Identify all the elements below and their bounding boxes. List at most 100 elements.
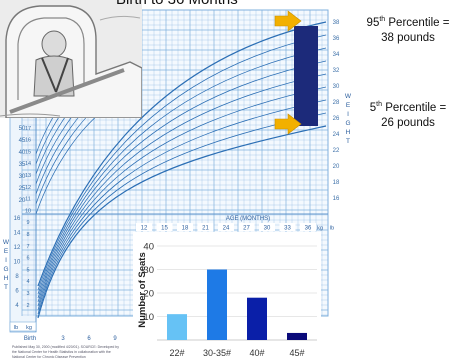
weight-axis-letter: T [346, 138, 350, 145]
weight-axis-letter-left: H [4, 275, 9, 282]
age-tick-box [136, 223, 152, 231]
left-kg-tick-label: 8 [26, 232, 29, 238]
y-tick-label: 20 [143, 289, 154, 300]
weight-axis-letter-left: T [4, 284, 8, 291]
growth-chart-tick-labels: 383634323028262422201816WEIGHTWEIGHT5045… [3, 20, 352, 342]
age-axis-title: AGE (MONTHS) [226, 216, 270, 222]
chart-title: Birth to 36 Months [116, 0, 238, 8]
age-tick-box [300, 223, 316, 231]
x-tick-label: 30-35# [203, 348, 231, 358]
age-tick-label: 36 [305, 226, 312, 232]
left-upper-tick-label: 30 [19, 174, 26, 180]
left-kg-tick-label: 3 [26, 291, 29, 297]
weight-axis-letter-left: E [4, 248, 9, 255]
left-upper-tick-label: 25 [19, 186, 26, 192]
left-kg-tick-label: 16 [25, 138, 31, 144]
y-tick-label: 30 [143, 265, 154, 276]
bar-30-35# [207, 269, 227, 340]
weight-axis-letter: E [346, 102, 351, 109]
bar-chart-y-axis-label: Number of Seats [137, 252, 148, 328]
left-kg-tick-label: 2 [26, 303, 29, 309]
age-tick-box [279, 223, 296, 231]
left-kg-tick-label: 10 [25, 208, 31, 214]
age-tick-label: 33 [284, 226, 291, 232]
ordinal-suffix: th [379, 16, 386, 23]
bottom-age-tick-label: 6 [87, 336, 91, 342]
age-tick-label: 21 [202, 226, 209, 232]
age-tick-box [177, 223, 193, 231]
bar-chart-x-tick-labels: 22# 30-35# 40# 45# [169, 348, 304, 358]
right-lb-tick-label: 30 [333, 84, 340, 90]
weight-axis-letter-left: I [5, 257, 7, 264]
left-kg-tick-label: 5 [26, 267, 29, 273]
left-lb-tick-label: 8 [15, 274, 19, 280]
y-tick-label: 10 [143, 312, 154, 323]
lb-unit-label-left: lb [14, 325, 18, 331]
bar-chart-bars [167, 269, 307, 340]
95th-percentile-arrow-icon [274, 10, 302, 32]
age-tick-box [259, 223, 275, 231]
x-tick-label: 40# [249, 348, 264, 358]
weight-axis-letter: I [347, 111, 349, 118]
percentile-number: 5 [369, 101, 377, 114]
percentile-label: Percentile = [382, 101, 447, 114]
left-kg-tick-label: 6 [26, 256, 29, 262]
right-lb-tick-label: 18 [333, 180, 340, 186]
ordinal-suffix: th [376, 101, 382, 108]
percentile-value: 38 pounds [381, 31, 435, 44]
bottom-age-tick-label: 9 [113, 336, 117, 342]
age-tick-box [197, 223, 214, 231]
percentile-number: 95 [366, 16, 380, 29]
bar-22# [167, 314, 187, 340]
left-upper-tick-label: 40 [19, 150, 26, 156]
percentile-label: Percentile = [385, 16, 450, 29]
age-tick-label: 12 [141, 226, 148, 232]
y-tick-label: 40 [143, 242, 154, 253]
age-tick-label: 24 [223, 226, 230, 232]
left-kg-tick-label: 9 [26, 220, 29, 226]
right-lb-tick-label: 20 [333, 164, 340, 170]
left-kg-tick-label: 17 [25, 126, 31, 132]
kg-unit-label-left: kg [26, 325, 32, 331]
bar-45# [287, 332, 307, 340]
age-tick-label: 27 [243, 226, 250, 232]
left-kg-tick-label: 11 [25, 197, 31, 203]
bar-40# [247, 297, 267, 340]
left-kg-tick-label: 4 [26, 279, 29, 285]
left-upper-tick-label: 50 [19, 126, 26, 132]
weight-axis-letter: W [345, 93, 352, 100]
bottom-age-tick-label: 3 [61, 336, 65, 342]
right-lb-tick-label: 38 [333, 20, 340, 26]
weight-axis-letter: H [346, 129, 351, 136]
right-lb-tick-label: 24 [333, 132, 340, 138]
x-tick-label: 22# [169, 348, 184, 358]
age-tick-label: 30 [264, 226, 271, 232]
age-tick-label: 15 [161, 226, 168, 232]
weight-axis-letter-left: W [3, 239, 10, 246]
weight-axis-letter: G [345, 120, 350, 127]
right-lb-tick-label: 26 [333, 116, 340, 122]
left-upper-tick-label: 20 [19, 198, 26, 204]
growth-chart-footnote: Published May 30, 2000 (modified 4/20/01… [12, 345, 120, 359]
left-lb-tick-label: 12 [14, 245, 21, 251]
age-tick-box [238, 223, 255, 231]
x-tick-label: 45# [289, 348, 304, 358]
right-lb-tick-label: 36 [333, 36, 340, 42]
left-lb-tick-label: 10 [14, 260, 21, 266]
left-upper-tick-label: 45 [19, 138, 26, 144]
right-lb-tick-label: 32 [333, 68, 340, 74]
bottom-age-tick-label: Birth [24, 336, 36, 342]
left-kg-tick-label: 13 [25, 173, 31, 179]
right-lb-tick-label: 16 [333, 196, 340, 202]
left-lb-tick-label: 4 [15, 303, 19, 309]
left-kg-tick-label: 12 [25, 185, 31, 191]
left-kg-tick-label: 7 [26, 244, 29, 250]
left-upper-tick-label: 35 [19, 162, 26, 168]
age-tick-box [218, 223, 234, 231]
5th-percentile-arrow-icon [274, 113, 302, 135]
seats-bar-chart: 10 20 30 40 22# 30-35# 40# 45# Number of Seats [133, 232, 321, 362]
left-lb-tick-label: 6 [15, 289, 19, 295]
lb-unit-label: lb [330, 226, 334, 232]
right-lb-tick-label: 28 [333, 100, 340, 106]
95th-percentile-callout: 95th Percentile = 38 pounds [360, 12, 456, 46]
